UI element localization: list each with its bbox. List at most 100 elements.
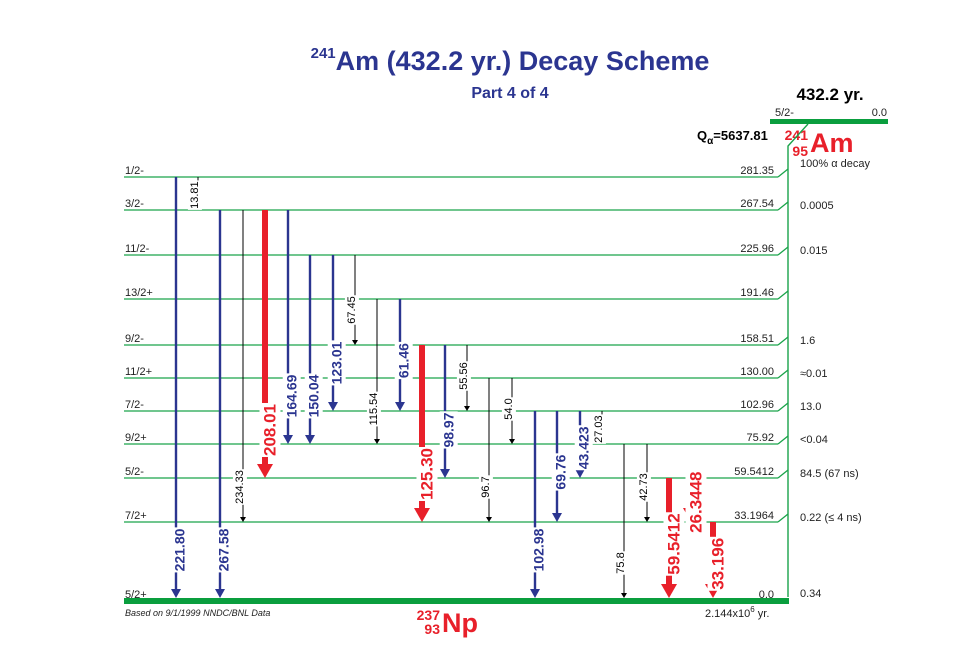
level-energy: 102.96: [740, 399, 774, 411]
gamma-energy-label: 69.76: [553, 454, 569, 489]
gamma-transition: 267.58: [214, 210, 233, 598]
level-feed-link: [777, 336, 789, 346]
level-spin: 9/2-: [125, 333, 144, 345]
gamma-transition: 67.45: [344, 255, 359, 345]
gamma-label-backing: [232, 469, 247, 505]
gamma-energy-label: 234.33: [234, 470, 246, 504]
gamma-label-backing: [259, 403, 281, 457]
gamma-transition: 115.54: [366, 299, 381, 444]
level-feeding: 1.6: [800, 335, 815, 347]
gamma-transition: 69.76: [551, 411, 570, 522]
gamma-label-backing: [685, 470, 707, 534]
level-feed-link: [777, 246, 789, 256]
gamma-energy-label: 164.69: [284, 374, 300, 417]
gamma-transition: 208.01: [257, 210, 281, 478]
gamma-energy-label: 61.46: [396, 343, 412, 378]
level-feed-link: [777, 201, 789, 211]
level-feeding: 0.22 (≤ 4 ns): [800, 512, 862, 524]
levels-layer: 1/2- 281.35 3/2- 267.54 0.0005 11/2- 225.96 0.0…: [124, 123, 862, 604]
gamma-transition: 221.80: [170, 177, 189, 598]
gamma-label-backing: [456, 361, 471, 391]
gamma-transitions-layer: 13.81 221.80 267.58 234.33 208.01 164.69 150.0…: [170, 177, 729, 598]
level-energy: 158.51: [740, 333, 774, 345]
gamma-energy-label: 33.196: [708, 538, 727, 590]
gamma-arrow-head: [661, 584, 677, 598]
gamma-arrow-head: [486, 517, 492, 522]
gamma-label-backing: [282, 373, 301, 419]
gamma-label-backing: [501, 397, 516, 421]
level-energy: 0.0: [759, 589, 774, 601]
gamma-transition: 61.46: [394, 299, 413, 411]
level-energy: 191.46: [740, 287, 774, 299]
level-feeding: ≈0.01: [800, 368, 827, 380]
gamma-energy-label: 123.01: [329, 341, 345, 384]
gamma-transition: 125.30: [414, 345, 438, 522]
gamma-energy-label: 267.58: [216, 528, 232, 571]
gamma-energy-label: 13.81: [189, 181, 201, 209]
level-feed-link: [777, 369, 789, 379]
alpha-feeding-spine: [787, 123, 809, 597]
gamma-arrow-head: [530, 589, 540, 598]
level-spin: 5/2+: [125, 589, 147, 601]
ground-state-bar: [124, 598, 789, 604]
gamma-arrow-head: [414, 508, 430, 522]
gamma-energy-label: 208.01: [260, 404, 279, 456]
gamma-label-backing: [304, 373, 323, 419]
gamma-energy-label: 115.54: [368, 393, 380, 426]
level-feeding: 0.015: [800, 245, 828, 257]
gamma-transition: 54.0: [501, 378, 516, 444]
gamma-arrow-head: [621, 593, 627, 598]
parent-half-life: 432.2 yr.: [796, 85, 863, 104]
gamma-energy-label: 221.80: [172, 528, 188, 571]
gamma-label-backing: [529, 527, 548, 573]
gamma-arrow-head: [328, 402, 338, 411]
gamma-arrow-head: [305, 435, 315, 444]
gamma-energy-label: 26.3448: [686, 471, 705, 532]
gamma-arrow-head: [464, 406, 470, 411]
level-spin: 5/2-: [125, 466, 144, 478]
level-feed-link: [777, 435, 789, 445]
level-spin: 13/2+: [125, 287, 153, 299]
gamma-transition: 33.196: [705, 522, 729, 598]
level-energy: 225.96: [740, 243, 774, 255]
gamma-label-backing: [636, 472, 651, 502]
gamma-transition: 96.7: [478, 378, 493, 522]
gamma-arrow-head: [644, 517, 650, 522]
level-feeding: <0.04: [800, 434, 828, 446]
level-feed-link: [777, 513, 789, 523]
gamma-label-backing: [214, 527, 233, 573]
gamma-arrow-head: [240, 517, 246, 522]
title-mass-number: 241: [311, 45, 336, 62]
gamma-transition: 164.69: [282, 210, 301, 444]
diagram-title: 241Am (432.2 yr.) Decay Scheme: [311, 45, 710, 76]
level-energy: 33.1964: [734, 510, 774, 522]
gamma-transition: 27.03: [591, 411, 606, 444]
gamma-label-backing: [394, 341, 413, 380]
level-feeding: 0.0005: [800, 200, 834, 212]
gamma-energy-label: 59.5412: [664, 513, 683, 574]
gamma-transition: 59.5412: [661, 478, 685, 598]
gamma-transition: 42.73: [636, 444, 651, 522]
gamma-transition: 98.97: [439, 345, 458, 478]
level-spin: 11/2+: [125, 366, 152, 378]
gamma-transition: 26.3448: [683, 470, 707, 534]
level-energy: 75.92: [746, 432, 774, 444]
gamma-label-backing: [551, 453, 570, 491]
level-feed-link: [777, 168, 789, 178]
level-energy: 281.35: [740, 165, 774, 177]
gamma-energy-label: 96.7: [480, 476, 492, 497]
level-spin: 11/2-: [125, 243, 150, 255]
parent-level-bar: [770, 119, 888, 124]
gamma-energy-label: 125.30: [417, 448, 436, 500]
gamma-transition: 13.81: [187, 177, 202, 210]
gamma-label-backing: [663, 512, 685, 576]
gamma-arrow-head: [171, 589, 181, 598]
level-spin: 7/2+: [125, 510, 147, 522]
gamma-energy-label: 102.98: [531, 528, 547, 571]
level-energy: 130.00: [740, 366, 774, 378]
gamma-label-backing: [366, 391, 381, 427]
gamma-arrow-head: [395, 402, 405, 411]
gamma-energy-label: 55.56: [458, 362, 470, 390]
gamma-energy-label: 54.0: [503, 398, 515, 419]
